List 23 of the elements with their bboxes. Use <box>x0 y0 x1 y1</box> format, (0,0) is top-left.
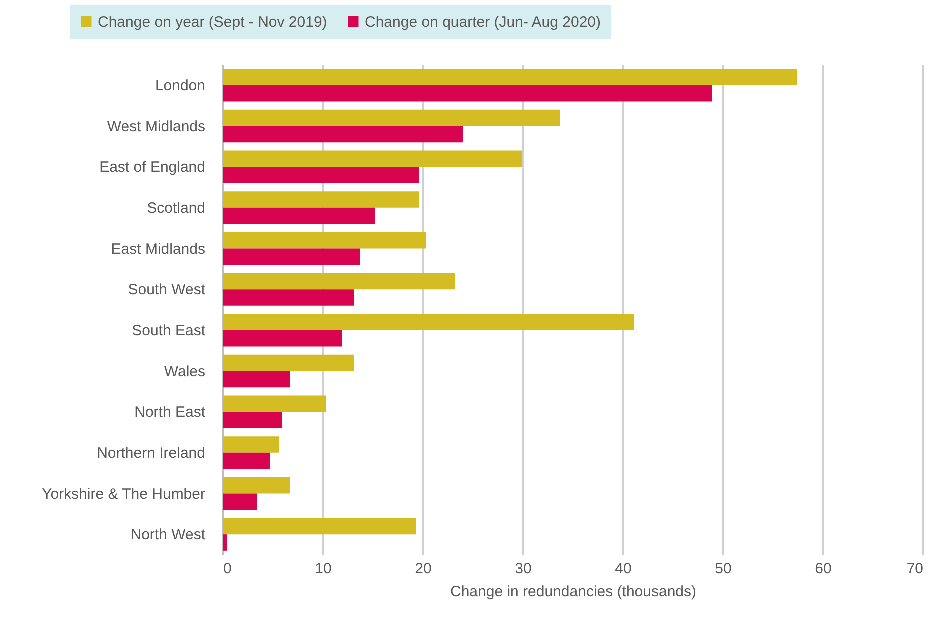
y-tick-label: South West <box>128 282 206 299</box>
y-tick-label: Yorkshire & The Humber <box>42 486 206 503</box>
x-tick-label: 40 <box>615 560 632 578</box>
y-tick-label: North East <box>134 404 206 422</box>
x-tick-label: 20 <box>415 560 432 578</box>
y-tick-label: East Midlands <box>111 240 206 258</box>
y-tick-label: South East <box>132 322 206 340</box>
x-tick-label: 60 <box>815 560 832 578</box>
y-tick-label: East of England <box>100 159 206 176</box>
y-tick-label: London <box>155 77 206 94</box>
legend-label: Change on quarter (Jun- Aug 2020) <box>365 14 601 31</box>
y-tick-label: Wales <box>164 363 206 380</box>
x-tick-label: 10 <box>315 560 332 578</box>
y-tick-label: West Midlands <box>107 118 206 136</box>
y-tick-label: Northern Ireland <box>97 444 206 462</box>
y-tick-label: Scotland <box>147 200 206 217</box>
x-tick-label: 70 <box>906 560 924 578</box>
x-axis-title: Change in redundancies (thousands) <box>450 584 697 600</box>
x-tick-label: 0 <box>224 560 232 578</box>
x-tick-label: 30 <box>515 560 532 578</box>
y-tick-label: North West <box>130 526 206 544</box>
x-tick-label: 50 <box>715 560 732 578</box>
legend-label: Change on year (Sept - Nov 2019) <box>98 14 328 31</box>
